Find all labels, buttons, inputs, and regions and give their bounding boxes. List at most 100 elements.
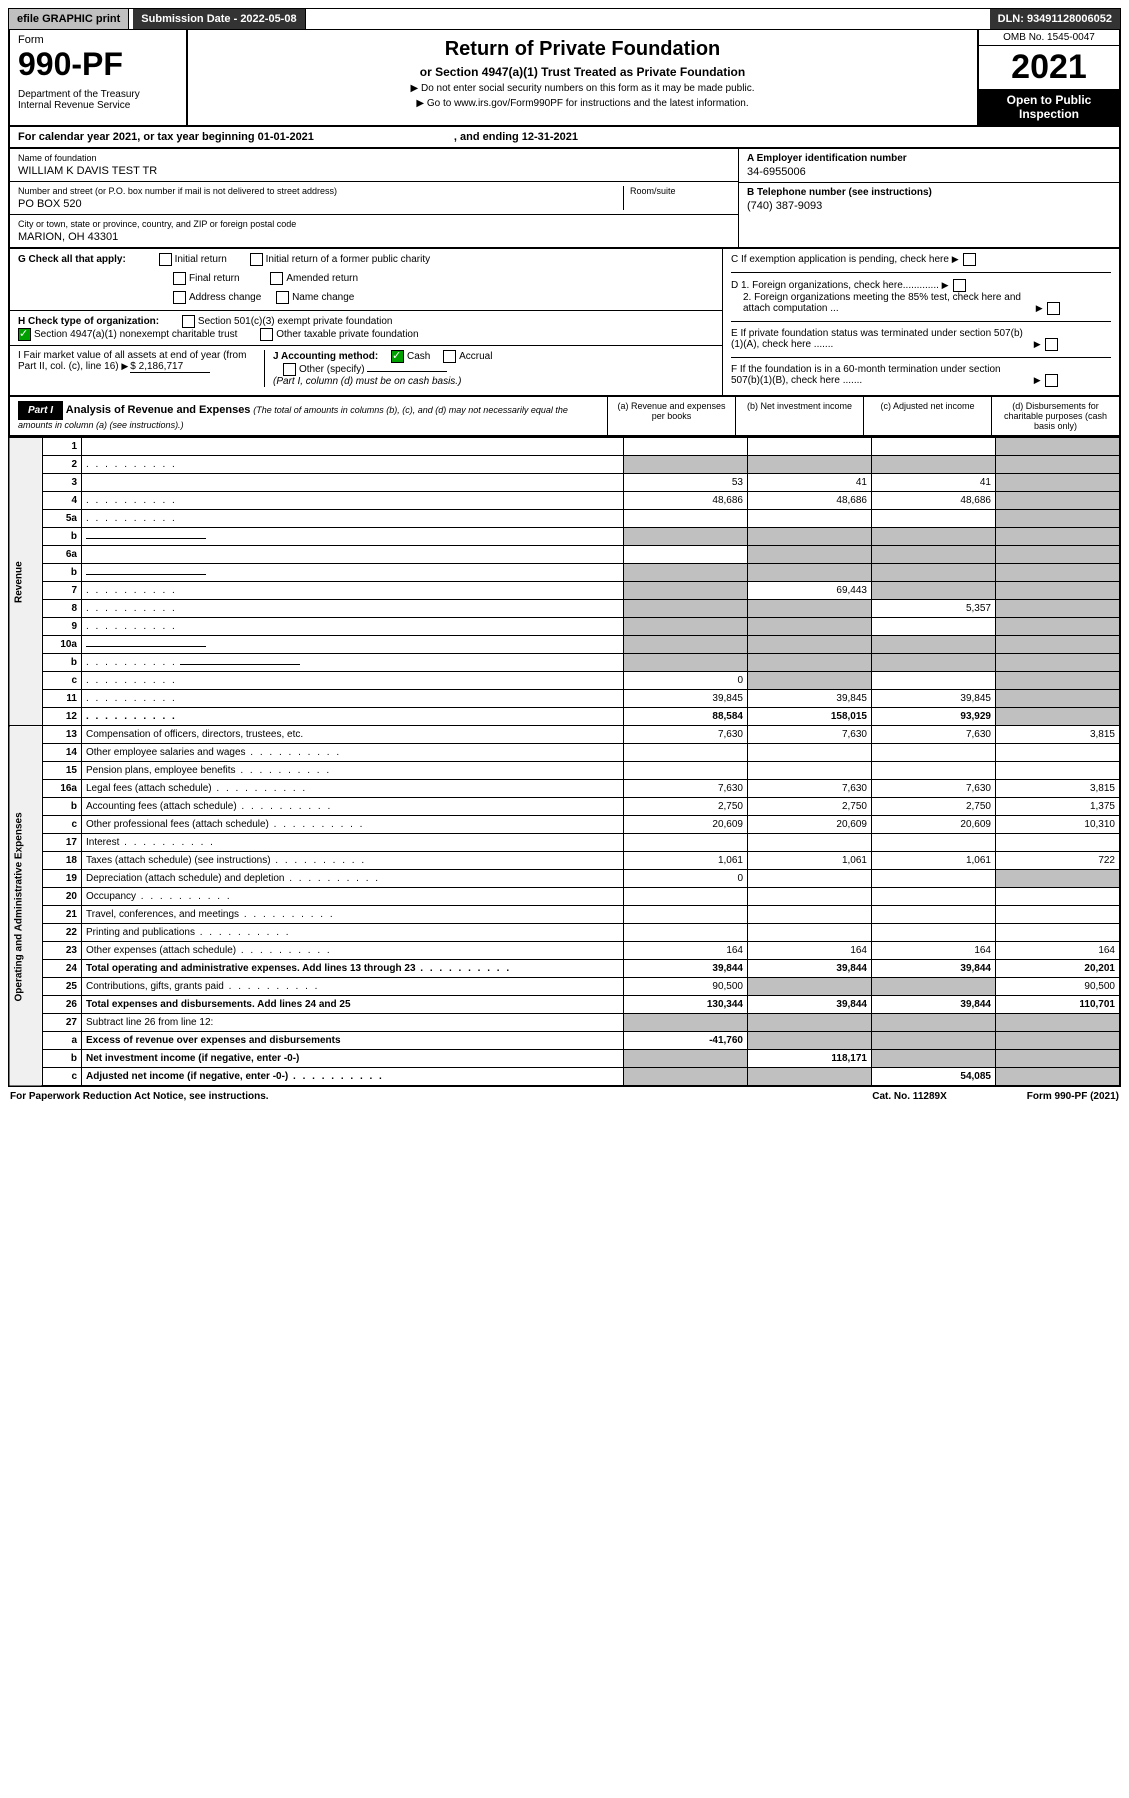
table-row: b — [9, 654, 1120, 672]
checkbox-section: G Check all that apply: Initial return I… — [8, 249, 1121, 397]
table-row: 25 Contributions, gifts, grants paid 90,… — [9, 978, 1120, 996]
table-row: 12 88,584158,01593,929 — [9, 708, 1120, 726]
open-inspection: Open to Public Inspection — [979, 89, 1119, 125]
room-label: Room/suite — [630, 186, 730, 196]
chk-name-change[interactable] — [276, 291, 289, 304]
chk-d1[interactable] — [953, 279, 966, 292]
table-row: 26 Total expenses and disbursements. Add… — [9, 996, 1120, 1014]
city-box: City or town, state or province, country… — [10, 215, 738, 247]
d2-label: 2. Foreign organizations meeting the 85%… — [743, 292, 1033, 314]
chk-initial[interactable] — [159, 253, 172, 266]
table-row: 18 Taxes (attach schedule) (see instruct… — [9, 852, 1120, 870]
city-label: City or town, state or province, country… — [18, 219, 730, 229]
arrow-icon — [121, 361, 130, 372]
table-row: c Adjusted net income (if negative, ente… — [9, 1068, 1120, 1087]
chk-other-taxable[interactable] — [260, 328, 273, 341]
chk-cash[interactable] — [391, 350, 404, 363]
foundation-name-box: Name of foundation WILLIAM K DAVIS TEST … — [10, 149, 738, 182]
phone-label: B Telephone number (see instructions) — [747, 187, 1111, 198]
table-row: 16a Legal fees (attach schedule) 7,6307,… — [9, 780, 1120, 798]
table-row: c 0 — [9, 672, 1120, 690]
form-ref: Form 990-PF (2021) — [1027, 1091, 1119, 1102]
address-box: Number and street (or P.O. box number if… — [10, 182, 738, 215]
table-row: c Other professional fees (attach schedu… — [9, 816, 1120, 834]
cat-no: Cat. No. 11289X — [872, 1091, 946, 1102]
form-title: Return of Private Foundation — [196, 38, 969, 61]
address: PO BOX 520 — [18, 198, 623, 210]
chk-addr-change[interactable] — [173, 291, 186, 304]
table-row: 19 Depreciation (attach schedule) and de… — [9, 870, 1120, 888]
form-header: Form 990-PF Department of the Treasury I… — [8, 30, 1121, 127]
omb-number: OMB No. 1545-0047 — [979, 30, 1119, 46]
j-note: (Part I, column (d) must be on cash basi… — [273, 376, 461, 387]
chk-amended[interactable] — [270, 272, 283, 285]
footer: For Paperwork Reduction Act Notice, see … — [8, 1087, 1121, 1106]
g-label: G Check all that apply: — [18, 254, 126, 265]
dln: DLN: 93491128006052 — [990, 9, 1120, 29]
d1-label: D 1. Foreign organizations, check here..… — [731, 280, 939, 291]
calendar-year-row: For calendar year 2021, or tax year begi… — [8, 127, 1121, 149]
table-row: 7 69,443 — [9, 582, 1120, 600]
note-link: ▶ Go to www.irs.gov/Form990PF for instru… — [196, 98, 969, 109]
part1-badge: Part I — [18, 401, 63, 420]
table-row: a Excess of revenue over expenses and di… — [9, 1032, 1120, 1050]
chk-501c3[interactable] — [182, 315, 195, 328]
table-row: 24 Total operating and administrative ex… — [9, 960, 1120, 978]
table-row: 17 Interest — [9, 834, 1120, 852]
addr-label: Number and street (or P.O. box number if… — [18, 186, 623, 196]
col-b-header: (b) Net investment income — [735, 397, 863, 435]
col-a-header: (a) Revenue and expenses per books — [607, 397, 735, 435]
top-bar: efile GRAPHIC print Submission Date - 20… — [8, 8, 1121, 30]
phone-box: B Telephone number (see instructions) (7… — [739, 183, 1119, 216]
chk-d2[interactable] — [1047, 302, 1060, 315]
form-subtitle: or Section 4947(a)(1) Trust Treated as P… — [196, 65, 969, 79]
chk-4947[interactable] — [18, 328, 31, 341]
table-row: b Net investment income (if negative, en… — [9, 1050, 1120, 1068]
entity-right: A Employer identification number 34-6955… — [738, 149, 1119, 247]
chk-e[interactable] — [1045, 338, 1058, 351]
table-row: 5a — [9, 510, 1120, 528]
part1-desc: Part I Analysis of Revenue and Expenses … — [10, 397, 607, 435]
c-label: C If exemption application is pending, c… — [731, 254, 949, 265]
g-left: G Check all that apply: Initial return I… — [10, 249, 723, 395]
note-ssn: ▶ Do not enter social security numbers o… — [196, 83, 969, 94]
ein: 34-6955006 — [747, 166, 1111, 178]
table-row: Operating and Administrative Expenses 13… — [9, 726, 1120, 744]
cal-end: , and ending 12-31-2021 — [454, 131, 578, 143]
f-label: F If the foundation is in a 60-month ter… — [731, 364, 1031, 386]
part1-title: Analysis of Revenue and Expenses — [66, 404, 251, 416]
table-row: 3 534141 — [9, 474, 1120, 492]
table-row: b — [9, 528, 1120, 546]
tax-year: 2021 — [979, 46, 1119, 89]
chk-initial-former[interactable] — [250, 253, 263, 266]
g-right: C If exemption application is pending, c… — [723, 249, 1119, 395]
e-label: E If private foundation status was termi… — [731, 328, 1031, 350]
chk-final[interactable] — [173, 272, 186, 285]
chk-other-method[interactable] — [283, 363, 296, 376]
table-row: 10a — [9, 636, 1120, 654]
chk-c[interactable] — [963, 253, 976, 266]
table-row: 4 48,68648,68648,686 — [9, 492, 1120, 510]
dept: Department of the Treasury — [18, 89, 178, 100]
chk-accrual[interactable] — [443, 350, 456, 363]
form-title-block: Return of Private Foundation or Section … — [188, 30, 977, 125]
table-row: 14 Other employee salaries and wages — [9, 744, 1120, 762]
table-row: 21 Travel, conferences, and meetings — [9, 906, 1120, 924]
paperwork-notice: For Paperwork Reduction Act Notice, see … — [10, 1091, 269, 1102]
table-row: Revenue 1 — [9, 438, 1120, 456]
part1-header-row: Part I Analysis of Revenue and Expenses … — [8, 397, 1121, 437]
table-row: b Accounting fees (attach schedule) 2,75… — [9, 798, 1120, 816]
table-row: 9 — [9, 618, 1120, 636]
ein-label: A Employer identification number — [747, 153, 1111, 164]
submission-date: Submission Date - 2022-05-08 — [133, 9, 305, 29]
col-c-header: (c) Adjusted net income — [863, 397, 991, 435]
irs: Internal Revenue Service — [18, 100, 178, 111]
chk-f[interactable] — [1045, 374, 1058, 387]
table-row: 27 Subtract line 26 from line 12: — [9, 1014, 1120, 1032]
table-row: 8 5,357 — [9, 600, 1120, 618]
j-label: J Accounting method: — [273, 351, 378, 362]
table-row: 22 Printing and publications — [9, 924, 1120, 942]
form-number: 990-PF — [18, 46, 178, 83]
table-row: 6a — [9, 546, 1120, 564]
fmv-value: $ 2,186,717 — [130, 361, 210, 373]
